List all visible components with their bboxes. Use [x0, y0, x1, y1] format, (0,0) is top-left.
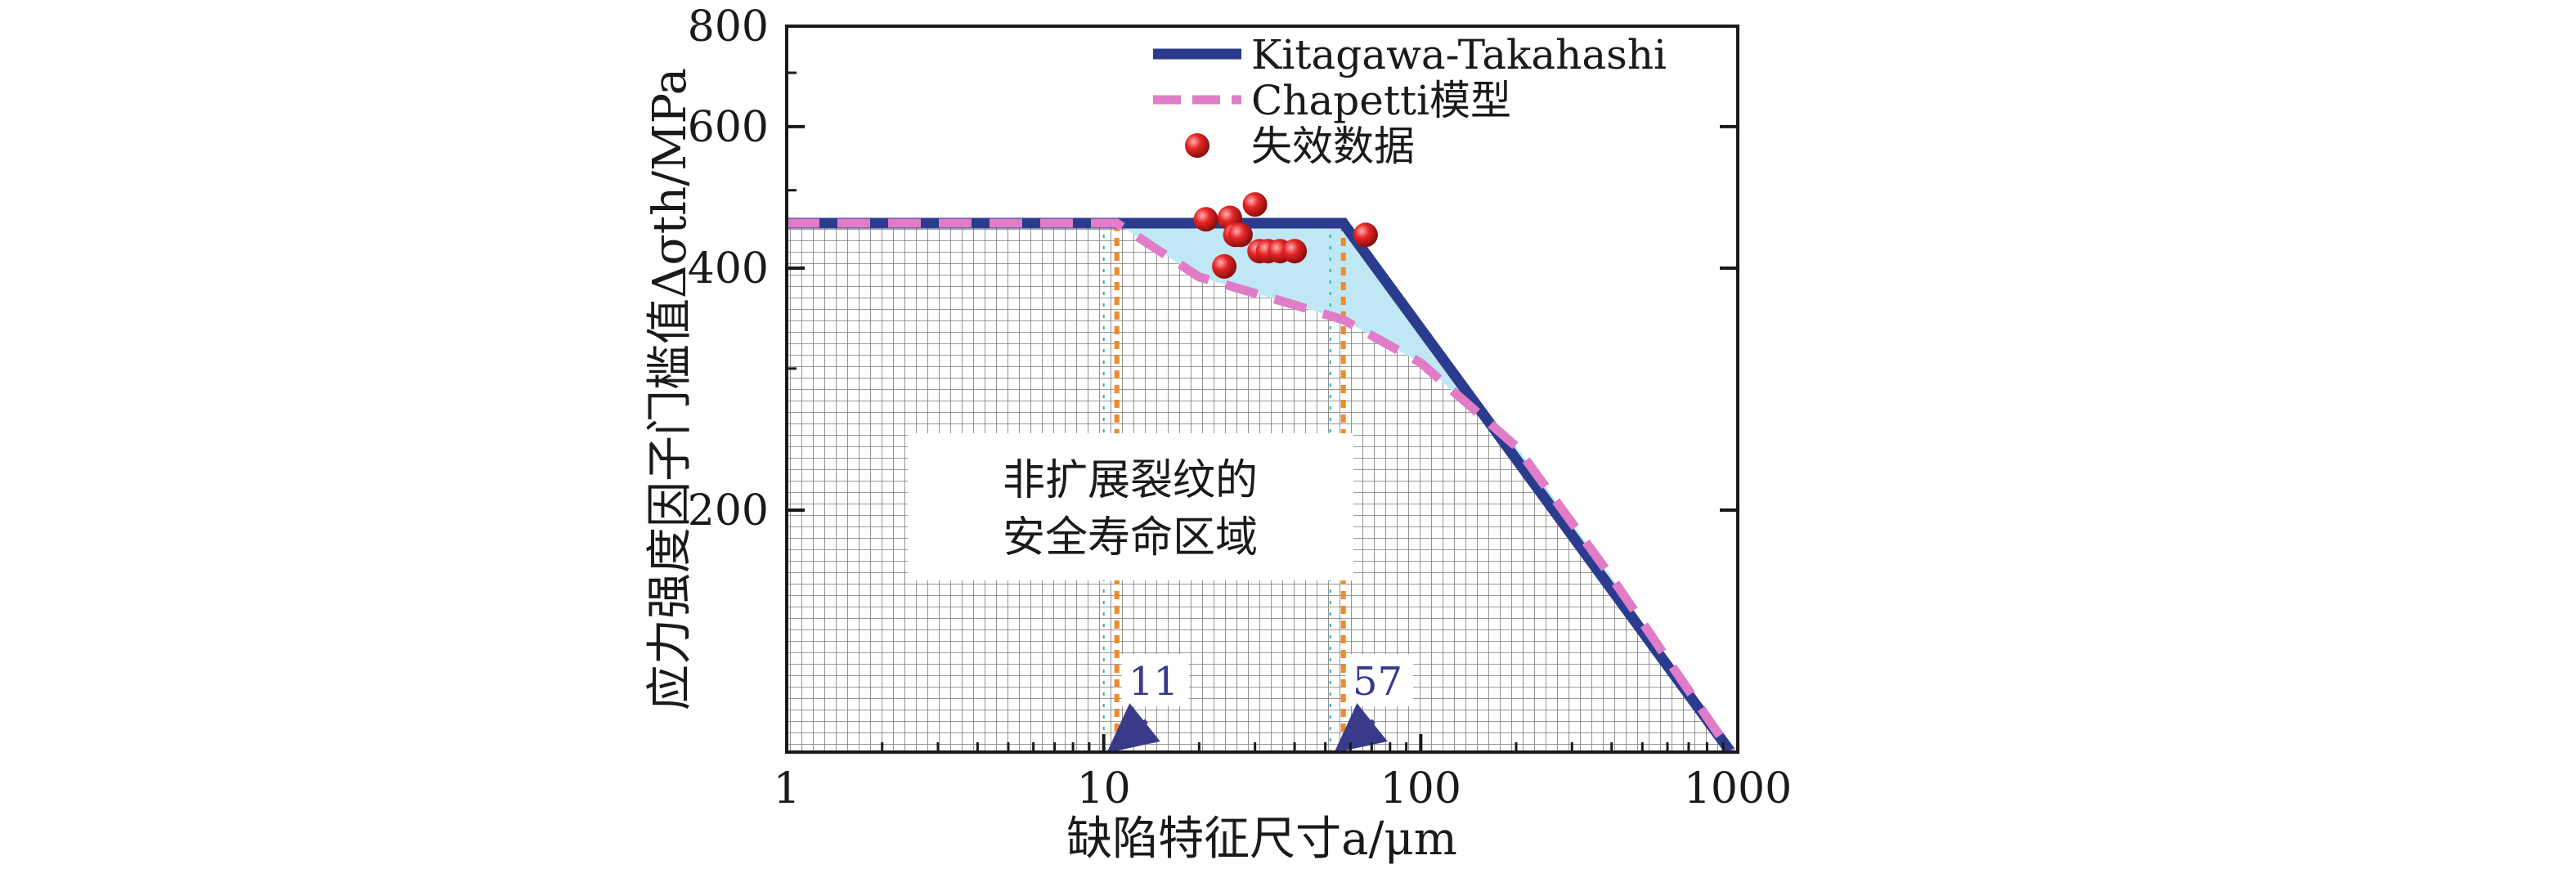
y-axis-ticks: 200 400 600 800: [688, 2, 1738, 754]
failure-data-points: [1193, 192, 1378, 279]
x-tick-label: 1: [773, 764, 800, 813]
y-tick-label: 600: [688, 103, 769, 152]
legend-label-kitagawa-takahashi: Kitagawa-Takahashi: [1251, 31, 1667, 78]
series-line-kitagawa-takahashi: [787, 217, 1735, 752]
x-tick-label: 100: [1380, 764, 1461, 813]
marker-label-box-11: [1122, 654, 1189, 706]
data-point: [1353, 222, 1378, 248]
data-point: [1212, 253, 1237, 279]
y-tick-label: 200: [688, 486, 769, 535]
series-line-chapetti: [787, 218, 1735, 752]
region-label-box: [908, 433, 1353, 580]
marker-label-57: 57: [1353, 659, 1402, 705]
legend-swatch-failure-data: [1185, 133, 1209, 158]
x-axis-ticks: 1 10 100 1000: [773, 734, 1792, 813]
marker-label-11: 11: [1129, 659, 1178, 705]
marker-arrow-57: [1334, 703, 1388, 753]
marker-label-box-57: [1346, 654, 1413, 706]
y-axis-label: 应力强度因子门槛值Δσth/MPa: [644, 68, 697, 710]
legend-label-failure-data: 失效数据: [1251, 123, 1415, 170]
data-point: [1242, 192, 1268, 217]
x-axis-label: 缺陷特征尺寸a/μm: [1066, 813, 1457, 866]
y-tick-label: 800: [688, 2, 769, 52]
y-tick-label: 400: [688, 244, 769, 293]
legend: Kitagawa-Takahashi Chapetti模型 失效数据: [1153, 31, 1667, 170]
marker-arrow-11: [1106, 703, 1160, 753]
data-point: [1282, 239, 1308, 264]
region-label-line2: 安全寿命区域: [1003, 513, 1258, 562]
data-point: [1227, 222, 1253, 248]
x-tick-label: 10: [1077, 764, 1131, 813]
legend-label-chapetti: Chapetti模型: [1251, 77, 1511, 124]
plot-frame: [785, 25, 1739, 754]
region-label-line1: 非扩展裂纹的: [1003, 456, 1258, 505]
data-point: [1193, 207, 1218, 232]
x-tick-label: 1000: [1684, 764, 1792, 813]
